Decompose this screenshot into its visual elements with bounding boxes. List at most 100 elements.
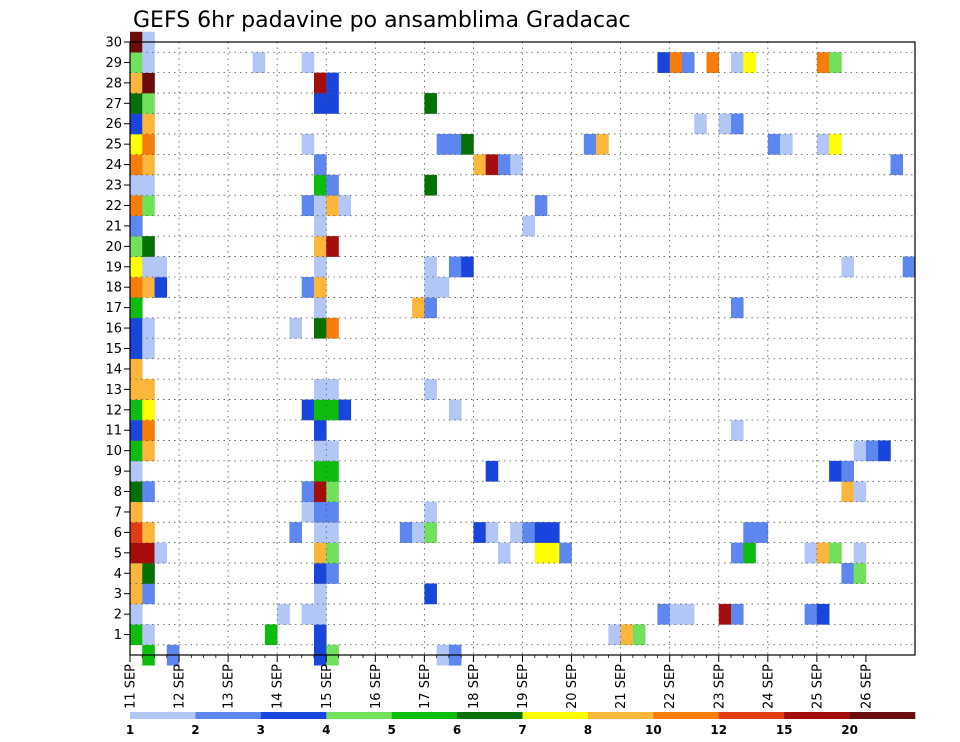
heatmap-cell [424,93,437,114]
heatmap-cell [130,72,143,94]
y-tick-label: 17 [105,301,122,316]
heatmap-cell [424,522,437,543]
heatmap-cell [547,542,560,564]
x-tick-label: 12 SEP [173,664,188,709]
heatmap-cell [142,563,155,584]
y-tick-label: 21 [105,219,122,234]
heatmap-cell [816,133,830,155]
heatmap-cell [313,563,327,584]
heatmap-cell [743,52,756,73]
heatmap-cell [326,440,339,462]
y-tick-label: 20 [105,240,122,255]
heatmap-cell [142,52,155,73]
heatmap-cell [130,358,143,380]
heatmap-cell [130,440,143,462]
heatmap-cell [130,603,143,625]
y-tick-label: 23 [105,179,122,194]
heatmap-cell [130,481,143,503]
y-tick-label: 16 [105,322,122,337]
heatmap-cell [313,440,327,462]
heatmap-cell [142,522,155,543]
x-tick-label: 15 SEP [320,664,335,709]
heatmap-cell [412,297,425,319]
heatmap-cell [326,399,339,421]
heatmap-cell [902,256,916,278]
heatmap-cell [313,256,327,278]
heatmap-cell [804,603,818,625]
x-tick-label: 17 SEP [418,664,433,709]
heatmap-cell [264,624,278,646]
heatmap-cell [154,256,168,278]
heatmap-cell [326,317,339,339]
heatmap-cell [731,420,744,441]
heatmap-cell [130,133,143,155]
y-tick-label: 4 [114,567,122,582]
heatmap-cell [669,603,683,625]
legend-label: 15 [776,723,793,737]
heatmap-cell [313,236,327,257]
heatmap-cell [142,133,155,155]
y-tick-label: 26 [105,117,122,132]
heatmap-cell [731,113,744,135]
heatmap-cell [313,399,327,421]
heatmap-cell [130,583,143,605]
y-tick-label: 6 [114,526,122,541]
heatmap-cell [142,338,155,360]
x-tick-label: 23 SEP [712,664,727,709]
heatmap-cell [448,399,462,421]
y-tick-label: 5 [114,546,122,561]
heatmap-cell [890,154,904,176]
x-tick-label: 24 SEP [761,664,776,709]
heatmap-cell [424,297,437,319]
y-tick-label: 11 [105,424,122,439]
legend-label: 20 [841,723,858,737]
heatmap-cell [130,256,143,278]
heatmap-cell [130,460,143,482]
heatmap-cell [313,583,327,605]
y-tick-label: 25 [105,138,122,153]
heatmap-cell [743,542,756,564]
heatmap-cell [424,276,437,298]
heatmap-cell [485,154,499,176]
heatmap-cell [289,522,303,543]
heatmap-cell [142,72,155,94]
heatmap-cell [731,52,744,73]
heatmap-cell [142,195,155,216]
heatmap-cell [583,133,597,155]
heatmap-cell [142,440,155,462]
heatmap-cell [473,154,487,176]
heatmap-cell [448,133,462,155]
heatmap-cell [313,317,327,339]
heatmap-cell [657,52,670,73]
legend-label: 5 [387,723,395,737]
legend-label: 4 [322,723,330,737]
grid-lines [130,42,915,655]
heatmap-cell [130,338,143,360]
heatmap-cell [436,276,450,298]
heatmap-cell [804,542,818,564]
heatmap-cell [706,52,720,73]
heatmap-cell [289,317,303,339]
y-tick-label: 2 [114,608,122,623]
y-tick-label: 27 [105,97,122,112]
x-tick-label: 18 SEP [467,664,482,709]
heatmap-cell [326,542,339,564]
heatmap-cell [755,522,769,543]
heatmap-cell [130,154,143,176]
heatmap-cell [313,603,327,625]
y-tick-label: 12 [105,403,122,418]
legend-label: 8 [584,723,592,737]
legend-swatch [260,712,327,719]
heatmap-cell [547,522,560,543]
legend-swatch [587,712,654,719]
heatmap-cell [424,501,437,523]
x-tick-label: 26 SEP [859,664,874,709]
heatmap-cell [301,399,315,421]
heatmap-cell [510,154,523,176]
legend-label: 1 [126,723,134,737]
heatmap-cell [461,256,474,278]
legend-swatch [391,712,458,719]
heatmap-cell [559,542,572,564]
y-tick-label: 28 [105,76,122,91]
y-axis: 1234567891011121314151617181920212223242… [105,36,130,643]
